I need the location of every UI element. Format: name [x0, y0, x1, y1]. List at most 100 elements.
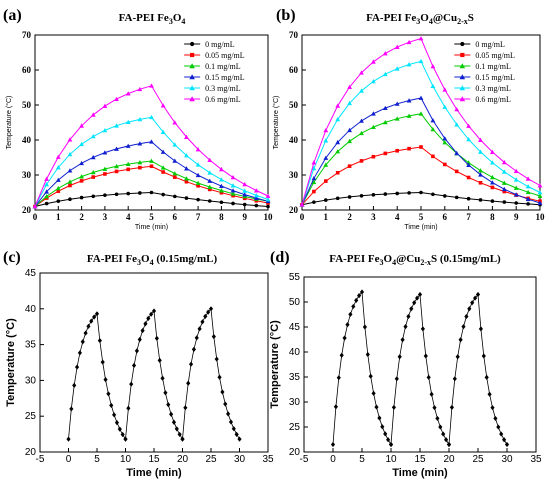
chart-title-part: 3 [169, 17, 173, 26]
data-point [114, 96, 119, 102]
data-point [525, 184, 531, 189]
x-tick-label: 7 [196, 212, 201, 222]
legend: 0 mg/mL 0.05 mg/mL 0.1 mg/mL 0.15 mg/mL 0.3 … [184, 40, 245, 104]
data-point [138, 191, 142, 195]
data-point [207, 157, 213, 163]
chart-title: FA-PEI Fe3O4 (0.15mg/mL) [87, 253, 218, 267]
data-point [91, 175, 96, 179]
data-point [172, 120, 178, 125]
data-point [386, 437, 391, 443]
data-point [342, 335, 347, 341]
data-point [449, 404, 454, 411]
data-point [228, 419, 234, 425]
x-tick-label: 10 [120, 454, 132, 465]
x-tick-label: -5 [36, 454, 45, 465]
y-tick-label: 60 [22, 65, 32, 75]
data-point [502, 437, 507, 443]
data-point [177, 431, 182, 438]
data-point [466, 175, 471, 180]
data-point [382, 51, 388, 56]
data-point [184, 196, 189, 200]
data-point [490, 149, 495, 154]
data-point [117, 426, 122, 432]
data-point [454, 150, 460, 156]
data-point [253, 195, 259, 201]
data-point [214, 356, 219, 362]
data-point [504, 441, 510, 448]
data-point [501, 186, 507, 192]
data-point [513, 177, 519, 182]
data-point [382, 119, 388, 125]
data-point [166, 401, 171, 408]
data-point [418, 58, 424, 64]
legend-marker [460, 52, 465, 58]
chart-panel-2: (c) -5 0 5 10 15 20 25 30 35 20 25 30 35 40 45 Time (min… [3, 249, 274, 479]
data-point [394, 66, 400, 71]
data-point [347, 195, 352, 199]
data-point [537, 183, 543, 188]
data-point [79, 141, 84, 147]
data-point [195, 180, 201, 186]
data-point [406, 39, 412, 45]
chart-title-part: 4 [181, 17, 185, 26]
data-point [435, 415, 440, 422]
data-point [406, 113, 412, 118]
chart-title-part: @Cu [396, 253, 420, 265]
x-tick-label: 20 [177, 454, 189, 465]
x-tick-label: 4 [395, 212, 400, 222]
data-point [149, 164, 154, 169]
data-point [77, 350, 82, 356]
data-point [335, 103, 341, 108]
data-point [234, 431, 239, 437]
data-point [80, 339, 85, 345]
y-tick-label: 70 [289, 30, 299, 40]
data-point [335, 149, 341, 154]
data-point [184, 179, 189, 184]
data-point [466, 136, 471, 142]
data-point [330, 441, 336, 448]
data-point [537, 193, 543, 198]
data-point [129, 381, 134, 387]
y-tick-label: 55 [289, 272, 301, 283]
data-point [467, 306, 472, 312]
chart-title-part: S [468, 12, 474, 24]
data-point [443, 162, 447, 167]
chart-title-part: FA-PEI Fe [87, 253, 137, 265]
y-tick-label: 20 [22, 205, 32, 215]
chart-title-part: 2-x [420, 258, 431, 267]
data-point [230, 191, 236, 196]
data-point [102, 166, 108, 171]
panel-label: (c) [3, 249, 21, 266]
legend-marker [189, 74, 195, 80]
data-point [69, 406, 74, 412]
chart-title-part: 3 [137, 258, 141, 267]
data-point [79, 174, 84, 179]
data-point [125, 143, 131, 148]
data-point [403, 324, 408, 330]
data-point [195, 162, 201, 167]
chart-title-part: 4 [392, 258, 396, 267]
data-point [265, 197, 271, 202]
x-tick-label: 1 [324, 212, 329, 222]
data-point [513, 168, 519, 174]
data-point [126, 167, 130, 172]
data-point [454, 106, 460, 112]
data-point [226, 411, 231, 417]
chart-title: FA-PEI Fe3O4@Cu2-xS [366, 12, 474, 26]
data-point [359, 88, 364, 93]
chart-title-part: (0.15mg/mL) [154, 253, 218, 265]
data-point [137, 159, 143, 165]
data-point [490, 180, 495, 185]
data-point [67, 137, 73, 142]
y-tick-label: 40 [289, 135, 299, 145]
data-point [347, 164, 352, 168]
data-point [184, 166, 189, 171]
data-point [74, 364, 80, 370]
data-point [490, 405, 495, 411]
data-point [415, 295, 420, 301]
data-point [359, 159, 364, 163]
data-point [160, 149, 166, 154]
data-point [420, 326, 425, 332]
data-point [173, 175, 177, 179]
